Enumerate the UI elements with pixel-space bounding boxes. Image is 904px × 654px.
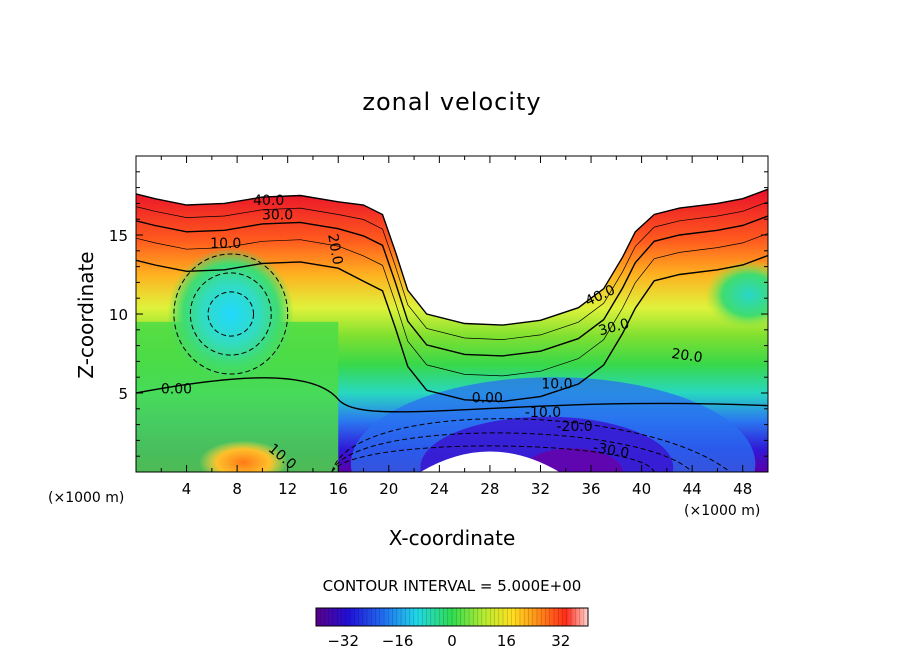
- y-tick-label: 10: [109, 306, 128, 324]
- left-vortex: [167, 247, 294, 381]
- x-unit-label-right: (×1000 m): [684, 503, 761, 519]
- velocity-field: [136, 188, 768, 472]
- colorbar-tick-label: 0: [447, 632, 457, 650]
- contour-line: [136, 233, 768, 377]
- contour-label: 20.0: [670, 346, 703, 366]
- x-tick-label: 28: [480, 480, 499, 498]
- y-tick-label: 15: [109, 227, 128, 245]
- right-vortex: [704, 260, 768, 330]
- contour-label: -10.0: [525, 405, 561, 421]
- contour-label: -20.0: [556, 419, 592, 435]
- vortex-contour: [207, 291, 255, 337]
- contour-label: 0.00: [161, 381, 192, 397]
- contour-label: 10.0: [541, 377, 572, 393]
- x-tick-label: 36: [581, 480, 600, 498]
- contour-label: 10.0: [210, 236, 241, 252]
- x-tick-label: 4: [182, 480, 192, 498]
- contour-line: [136, 215, 768, 357]
- x-tick-label: 44: [683, 480, 702, 498]
- colorbar-bar: [315, 607, 589, 627]
- x-tick-label: 32: [531, 480, 550, 498]
- contour-line: [136, 188, 768, 326]
- x-tick-label: 40: [632, 480, 651, 498]
- negative-contour: [331, 445, 655, 472]
- y-tick-label: 5: [118, 385, 128, 403]
- contour-label: 0.00: [472, 391, 503, 407]
- negative-contour: [331, 432, 693, 472]
- x-tick-label: 20: [379, 480, 398, 498]
- contour-label: 30.0: [597, 316, 631, 340]
- bottom-left-positive-blob: [199, 440, 288, 472]
- zero-contour: [136, 377, 768, 413]
- contour-line: [136, 201, 768, 340]
- x-unit-label-left: (×1000 m): [48, 490, 125, 506]
- contour-label: 30.0: [262, 207, 293, 223]
- contour-line: [136, 254, 768, 403]
- x-tick-label: 12: [278, 480, 297, 498]
- bottom-undercut: [420, 451, 560, 472]
- contour-label: -30.0: [592, 440, 630, 462]
- x-tick-label: 8: [232, 480, 242, 498]
- negative-contour: [331, 418, 731, 472]
- colorbar-tick-label: −16: [382, 632, 414, 650]
- contour-label: 20.0: [324, 233, 345, 266]
- x-tick-label: 24: [430, 480, 449, 498]
- colorbar-tick-label: −32: [327, 632, 359, 650]
- contour-label: 40.0: [253, 193, 284, 209]
- colorbar: −32 −16 0 16 32: [315, 607, 589, 650]
- vortex-contour: [173, 253, 289, 375]
- colorbar-tick-label: 32: [551, 632, 570, 650]
- colorbar-tick-label: 16: [497, 632, 516, 650]
- contour-interval-text: CONTOUR INTERVAL = 5.000E+00: [322, 577, 582, 595]
- chart-title: zonal velocity: [362, 88, 542, 116]
- x-tick-label: 16: [329, 480, 348, 498]
- x-axis-label: X-coordinate: [388, 526, 516, 550]
- vortex-contour: [189, 272, 272, 356]
- x-tick-label: 48: [733, 480, 752, 498]
